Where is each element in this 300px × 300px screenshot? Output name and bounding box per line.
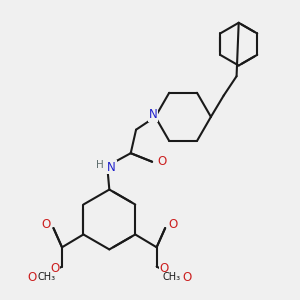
Text: CH₃: CH₃ bbox=[163, 272, 181, 282]
Text: O: O bbox=[41, 218, 51, 231]
Text: O: O bbox=[160, 262, 169, 275]
Text: O: O bbox=[157, 155, 166, 168]
Text: O: O bbox=[182, 271, 191, 284]
Text: N: N bbox=[107, 160, 116, 174]
Text: N: N bbox=[149, 108, 158, 121]
Text: O: O bbox=[28, 271, 37, 284]
Text: O: O bbox=[168, 218, 177, 231]
Text: H: H bbox=[96, 160, 104, 170]
Text: CH₃: CH₃ bbox=[38, 272, 56, 282]
Text: O: O bbox=[50, 262, 59, 275]
